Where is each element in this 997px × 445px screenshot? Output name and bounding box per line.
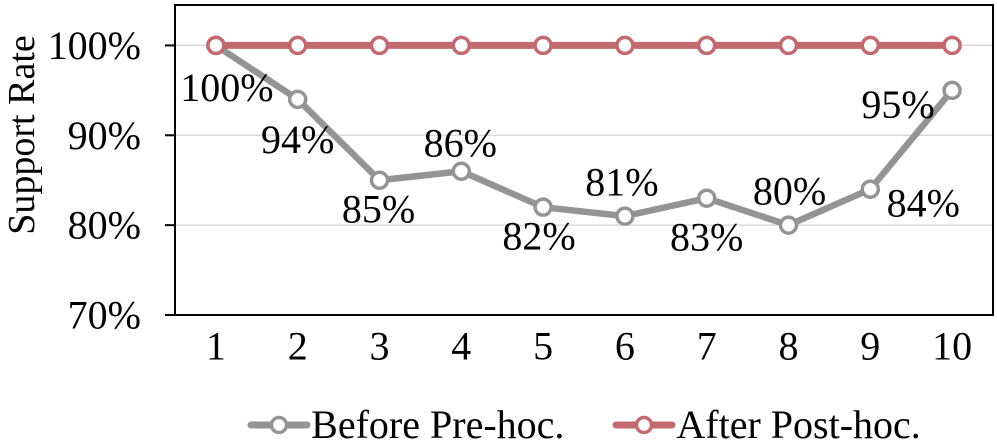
legend-label-after-post-hoc: After Post-hoc. (676, 402, 921, 445)
x-tick-label: 1 (206, 324, 226, 369)
y-tick-label: 90% (68, 113, 141, 158)
plot-border (174, 4, 994, 316)
y-tick-label: 70% (68, 293, 141, 338)
data-point-marker (206, 35, 226, 56)
x-tick-label: 9 (860, 324, 880, 369)
x-tick-label: 7 (697, 324, 717, 369)
x-tick-label: 3 (370, 324, 390, 369)
data-point-marker (533, 197, 553, 217)
legend: Before Pre-hoc. After Post-hoc. (175, 405, 993, 445)
data-label: 85% (342, 187, 415, 232)
data-point-marker (860, 35, 881, 56)
y-axis-title: Support Rate (1, 35, 43, 235)
data-point-marker (778, 215, 799, 235)
data-point-marker (615, 35, 635, 56)
data-label: 83% (670, 215, 743, 260)
x-tick-label: 10 (932, 324, 972, 369)
x-tick-label: 4 (451, 324, 471, 369)
legend-item-after-post-hoc: After Post-hoc. (612, 402, 921, 445)
data-point-marker (287, 89, 308, 110)
data-point-marker (451, 35, 472, 56)
data-point-marker (533, 35, 553, 56)
data-point-marker (451, 161, 472, 181)
data-point-marker (615, 206, 635, 226)
data-label: 80% (753, 169, 826, 214)
data-point-marker (369, 170, 390, 190)
data-label: 86% (424, 121, 497, 166)
x-tick-label: 5 (533, 324, 553, 369)
data-label: 81% (585, 160, 658, 205)
legend-marker-line-icon (612, 415, 676, 435)
y-tick-label: 100% (48, 23, 141, 68)
y-tick-label: 80% (68, 203, 141, 248)
data-point-marker (696, 188, 717, 208)
data-label: 95% (861, 82, 934, 127)
data-point-marker (860, 179, 881, 199)
data-label: 84% (887, 181, 960, 226)
data-label: 94% (261, 117, 334, 162)
data-point-marker (778, 35, 799, 56)
legend-item-before-pre-hoc: Before Pre-hoc. (247, 405, 564, 445)
data-label: 82% (502, 214, 575, 259)
x-tick-label: 6 (615, 324, 635, 369)
data-label: 100% (180, 65, 273, 110)
data-point-marker (696, 35, 717, 56)
data-point-marker (942, 35, 962, 56)
x-tick-label: 8 (779, 324, 799, 369)
data-point-marker (369, 35, 390, 56)
legend-marker-line-icon (247, 415, 311, 435)
data-point-marker (942, 80, 962, 101)
x-tick-label: 2 (288, 324, 308, 369)
legend-label-before-pre-hoc: Before Pre-hoc. (311, 402, 565, 445)
data-point-marker (287, 35, 308, 56)
series-line-0 (212, 42, 956, 229)
